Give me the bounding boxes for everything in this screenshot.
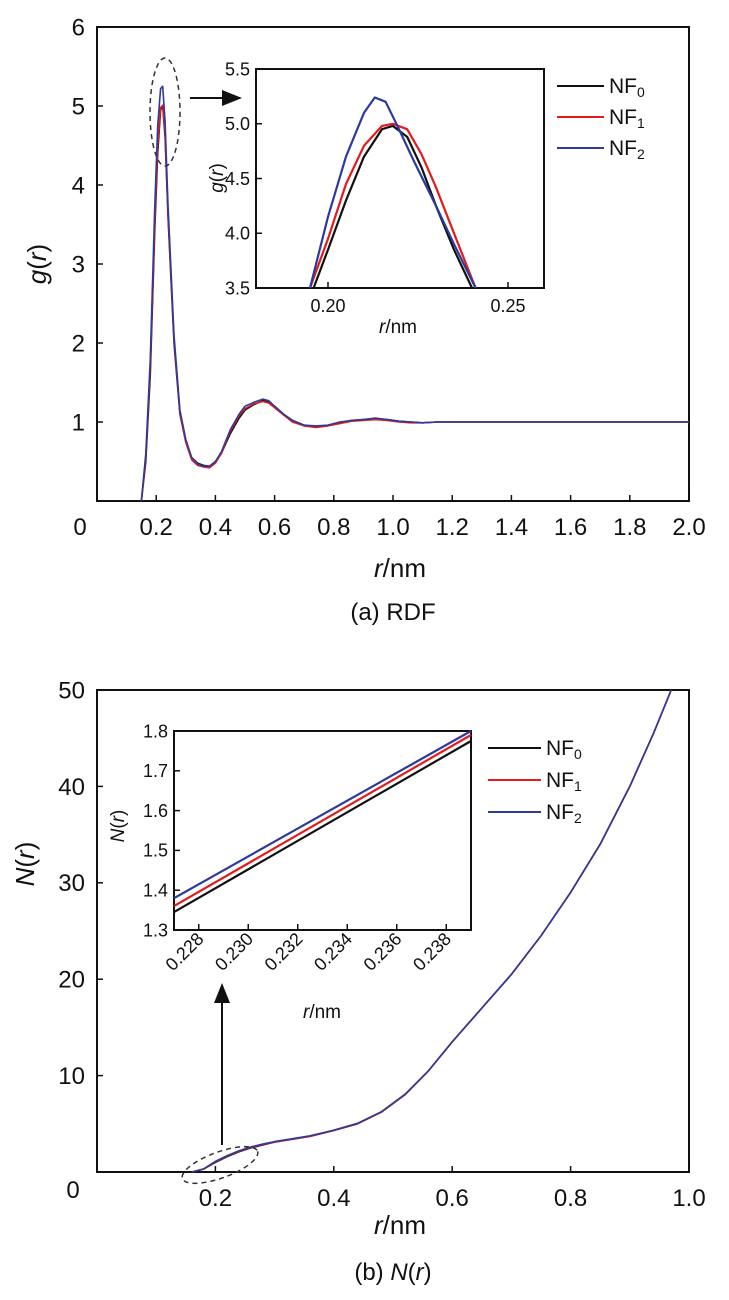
panel-a-inset-y-tick-label: 4.0 — [225, 224, 250, 244]
panel-b-inset-y-tick-label: 1.4 — [143, 881, 168, 901]
panel-a-inset-y-axis-label: g(r) — [207, 163, 228, 193]
panel-a-y-tick-label: 5 — [72, 93, 85, 120]
panel-a-inset-x-ticks: 0.20 0.25 — [310, 282, 526, 316]
panel-b-x-tick-label: 0.6 — [436, 1185, 469, 1212]
panel-b-inset-y-tick-label: 1.3 — [143, 920, 168, 940]
legend-b-item-nf2: NF2 — [488, 801, 582, 826]
panel-b-inset-x-tick-label: 0.238 — [409, 929, 455, 975]
panel-b-y-tick-label: 40 — [58, 774, 85, 801]
legend-b-label-nf1: NF1 — [546, 769, 582, 794]
panel-b-legend: NF0 NF1 NF2 — [488, 737, 582, 826]
panel-a-inset: 3.5 4.0 4.5 5.0 5.5 0.20 0.25 g(r) r/nm — [207, 59, 545, 338]
legend-label-nf2: NF2 — [609, 137, 645, 162]
panel-b-inset-y-tick-label: 1.5 — [143, 841, 168, 861]
panel-a-x-tick-label: 1.2 — [436, 514, 469, 541]
panel-a-inset-x-axis-label: r/nm — [379, 317, 417, 338]
panel-b-series-nf2 — [191, 689, 672, 1173]
panel-b-inset-series-nf0 — [173, 740, 472, 914]
panel-a-y-ticks: 1 2 3 4 5 6 — [72, 14, 103, 436]
panel-b-x-ticks: 0.2 0.4 0.6 0.8 1.0 — [199, 1166, 706, 1212]
panel-b-inset-series — [173, 730, 472, 914]
panel-a-x-tick-label: 1.6 — [554, 514, 587, 541]
panel-a-x-tick-label: 0.6 — [258, 514, 291, 541]
panel-b-inset-x-tick-label: 0.228 — [162, 929, 208, 975]
panel-a-y-tick-label: 1 — [72, 409, 85, 436]
panel-b-inset-x-tick-label: 0.234 — [310, 929, 356, 975]
panel-b-inset-x-tick-label: 0.230 — [211, 929, 257, 975]
panel-a-caption: (a) RDF — [350, 599, 435, 626]
legend-label-nf1: NF1 — [609, 106, 645, 131]
panel-b-inset-series-nf2 — [173, 730, 472, 900]
panel-a-inset-x-tick-label: 0.20 — [310, 296, 345, 316]
panel-a-inset-frame — [255, 68, 545, 289]
panel-b-inset: 1.31.41.51.61.71.8 0.228 0.230 0.232 0.234 0… — [108, 721, 472, 1023]
panel-a-x-tick-label: 1.8 — [613, 514, 646, 541]
panel-a-x-tick-label: 0.4 — [199, 514, 232, 541]
panel-b-y-tick-label: 20 — [58, 967, 85, 994]
panel-a-y-tick-label: 4 — [72, 172, 85, 199]
panel-b-inset-y-axis-label: N(r) — [108, 810, 129, 843]
panel-a-x-axis-label: r/nm — [374, 553, 426, 583]
panel-a-inset-y-ticks: 3.5 4.0 4.5 5.0 5.5 — [225, 59, 262, 298]
panel-b-inset-series-nf1 — [173, 734, 472, 908]
panel-b-plot-frame — [96, 689, 690, 1173]
panel-b-inset-y-tick-label: 1.7 — [143, 761, 168, 781]
legend-b-label-nf0: NF0 — [546, 737, 582, 762]
panel-a-inset-y-tick-label: 3.5 — [225, 278, 250, 298]
panel-b-inset-y-tick-label: 1.6 — [143, 801, 168, 821]
panel-a-y-tick-label: 3 — [72, 251, 85, 278]
panel-b-x-tick-label: 0.4 — [317, 1185, 350, 1212]
legend-item-nf0: NF0 — [557, 75, 645, 100]
legend-b-item-nf0: NF0 — [488, 737, 582, 762]
panel-a-legend: NF0 NF1 NF2 — [557, 75, 645, 162]
panel-a-y-tick-label: 6 — [72, 14, 85, 41]
panel-a-y-tick-label: 2 — [72, 330, 85, 357]
legend-item-nf1: NF1 — [557, 106, 645, 131]
panel-a-series — [140, 85, 689, 502]
panel-a-origin-label: 0 — [73, 514, 86, 541]
panel-a-x-tick-label: 0.2 — [140, 514, 173, 541]
panel-b-inset-y-ticks: 1.3 1.4 1.5 1.6 1.7 1.8 — [143, 721, 180, 940]
panel-a-x-tick-label: 1.4 — [495, 514, 528, 541]
panel-a-inset-series-nf2 — [308, 96, 477, 289]
legend-b-item-nf1: NF1 — [488, 769, 582, 794]
panel-b-y-axis-label: N(r) — [10, 842, 40, 887]
panel-a-x-tick-label: 1.0 — [376, 514, 409, 541]
panel-b-x-axis-label: r/nm — [374, 1210, 426, 1240]
panel-a-series-nf2 — [140, 85, 689, 502]
panel-b-inset-x-tick-label: 0.236 — [360, 929, 406, 975]
panel-b-origin-label: 0 — [66, 1177, 79, 1204]
panel-a-peak-highlight — [149, 57, 181, 167]
panel-a-inset-y-tick-label: 5.5 — [225, 59, 250, 79]
panel-b-x-tick-label: 0.2 — [199, 1185, 232, 1212]
panel-b-y-tick-label: 10 — [58, 1063, 85, 1090]
panel-b-caption: (b) N(r) — [354, 1259, 431, 1286]
legend-b-label-nf2: NF2 — [546, 801, 582, 826]
panel-b-x-tick-label: 0.8 — [554, 1185, 587, 1212]
panel-b-inset-y-tick-label: 1.8 — [143, 721, 168, 741]
panel-a-x-tick-label: 0.8 — [317, 514, 350, 541]
panel-a-inset-series-nf1 — [308, 122, 477, 289]
panel-a-x-tick-label: 2.0 — [672, 514, 705, 541]
panel-a-inset-y-tick-label: 4.5 — [225, 169, 250, 189]
panel-b-inset-x-tick-label: 0.232 — [261, 929, 307, 975]
panel-b-inset-x-axis-label: r/nm — [303, 1002, 341, 1023]
panel-a-inset-series — [308, 96, 477, 289]
legend-item-nf2: NF2 — [557, 137, 645, 162]
panel-a-inset-x-tick-label: 0.25 — [490, 296, 525, 316]
panel-b-y-ticks: 10 20 30 40 50 — [58, 677, 103, 1090]
panel-a-inset-y-tick-label: 5.0 — [225, 114, 250, 134]
legend-label-nf0: NF0 — [609, 75, 645, 100]
panel-b-inset-x-ticks: 0.228 0.230 0.232 0.234 0.236 0.238 — [162, 924, 455, 975]
panel-b-y-tick-label: 50 — [58, 677, 85, 704]
panel-b-region-highlight — [181, 1145, 259, 1185]
panel-b-x-tick-label: 1.0 — [672, 1185, 705, 1212]
panel-b-nr: 10 20 30 40 50 0.2 0.4 0.6 0.8 1.0 0 N(r) r/nm (… — [10, 677, 706, 1286]
panel-b-y-tick-label: 30 — [58, 870, 85, 897]
panel-a-x-ticks: 0.2 0.4 0.6 0.8 1.0 1.2 1.4 1.6 1.8 2.0 — [140, 495, 706, 541]
panel-a-y-axis-label: g(r) — [22, 244, 52, 284]
panel-b-series — [191, 689, 672, 1173]
